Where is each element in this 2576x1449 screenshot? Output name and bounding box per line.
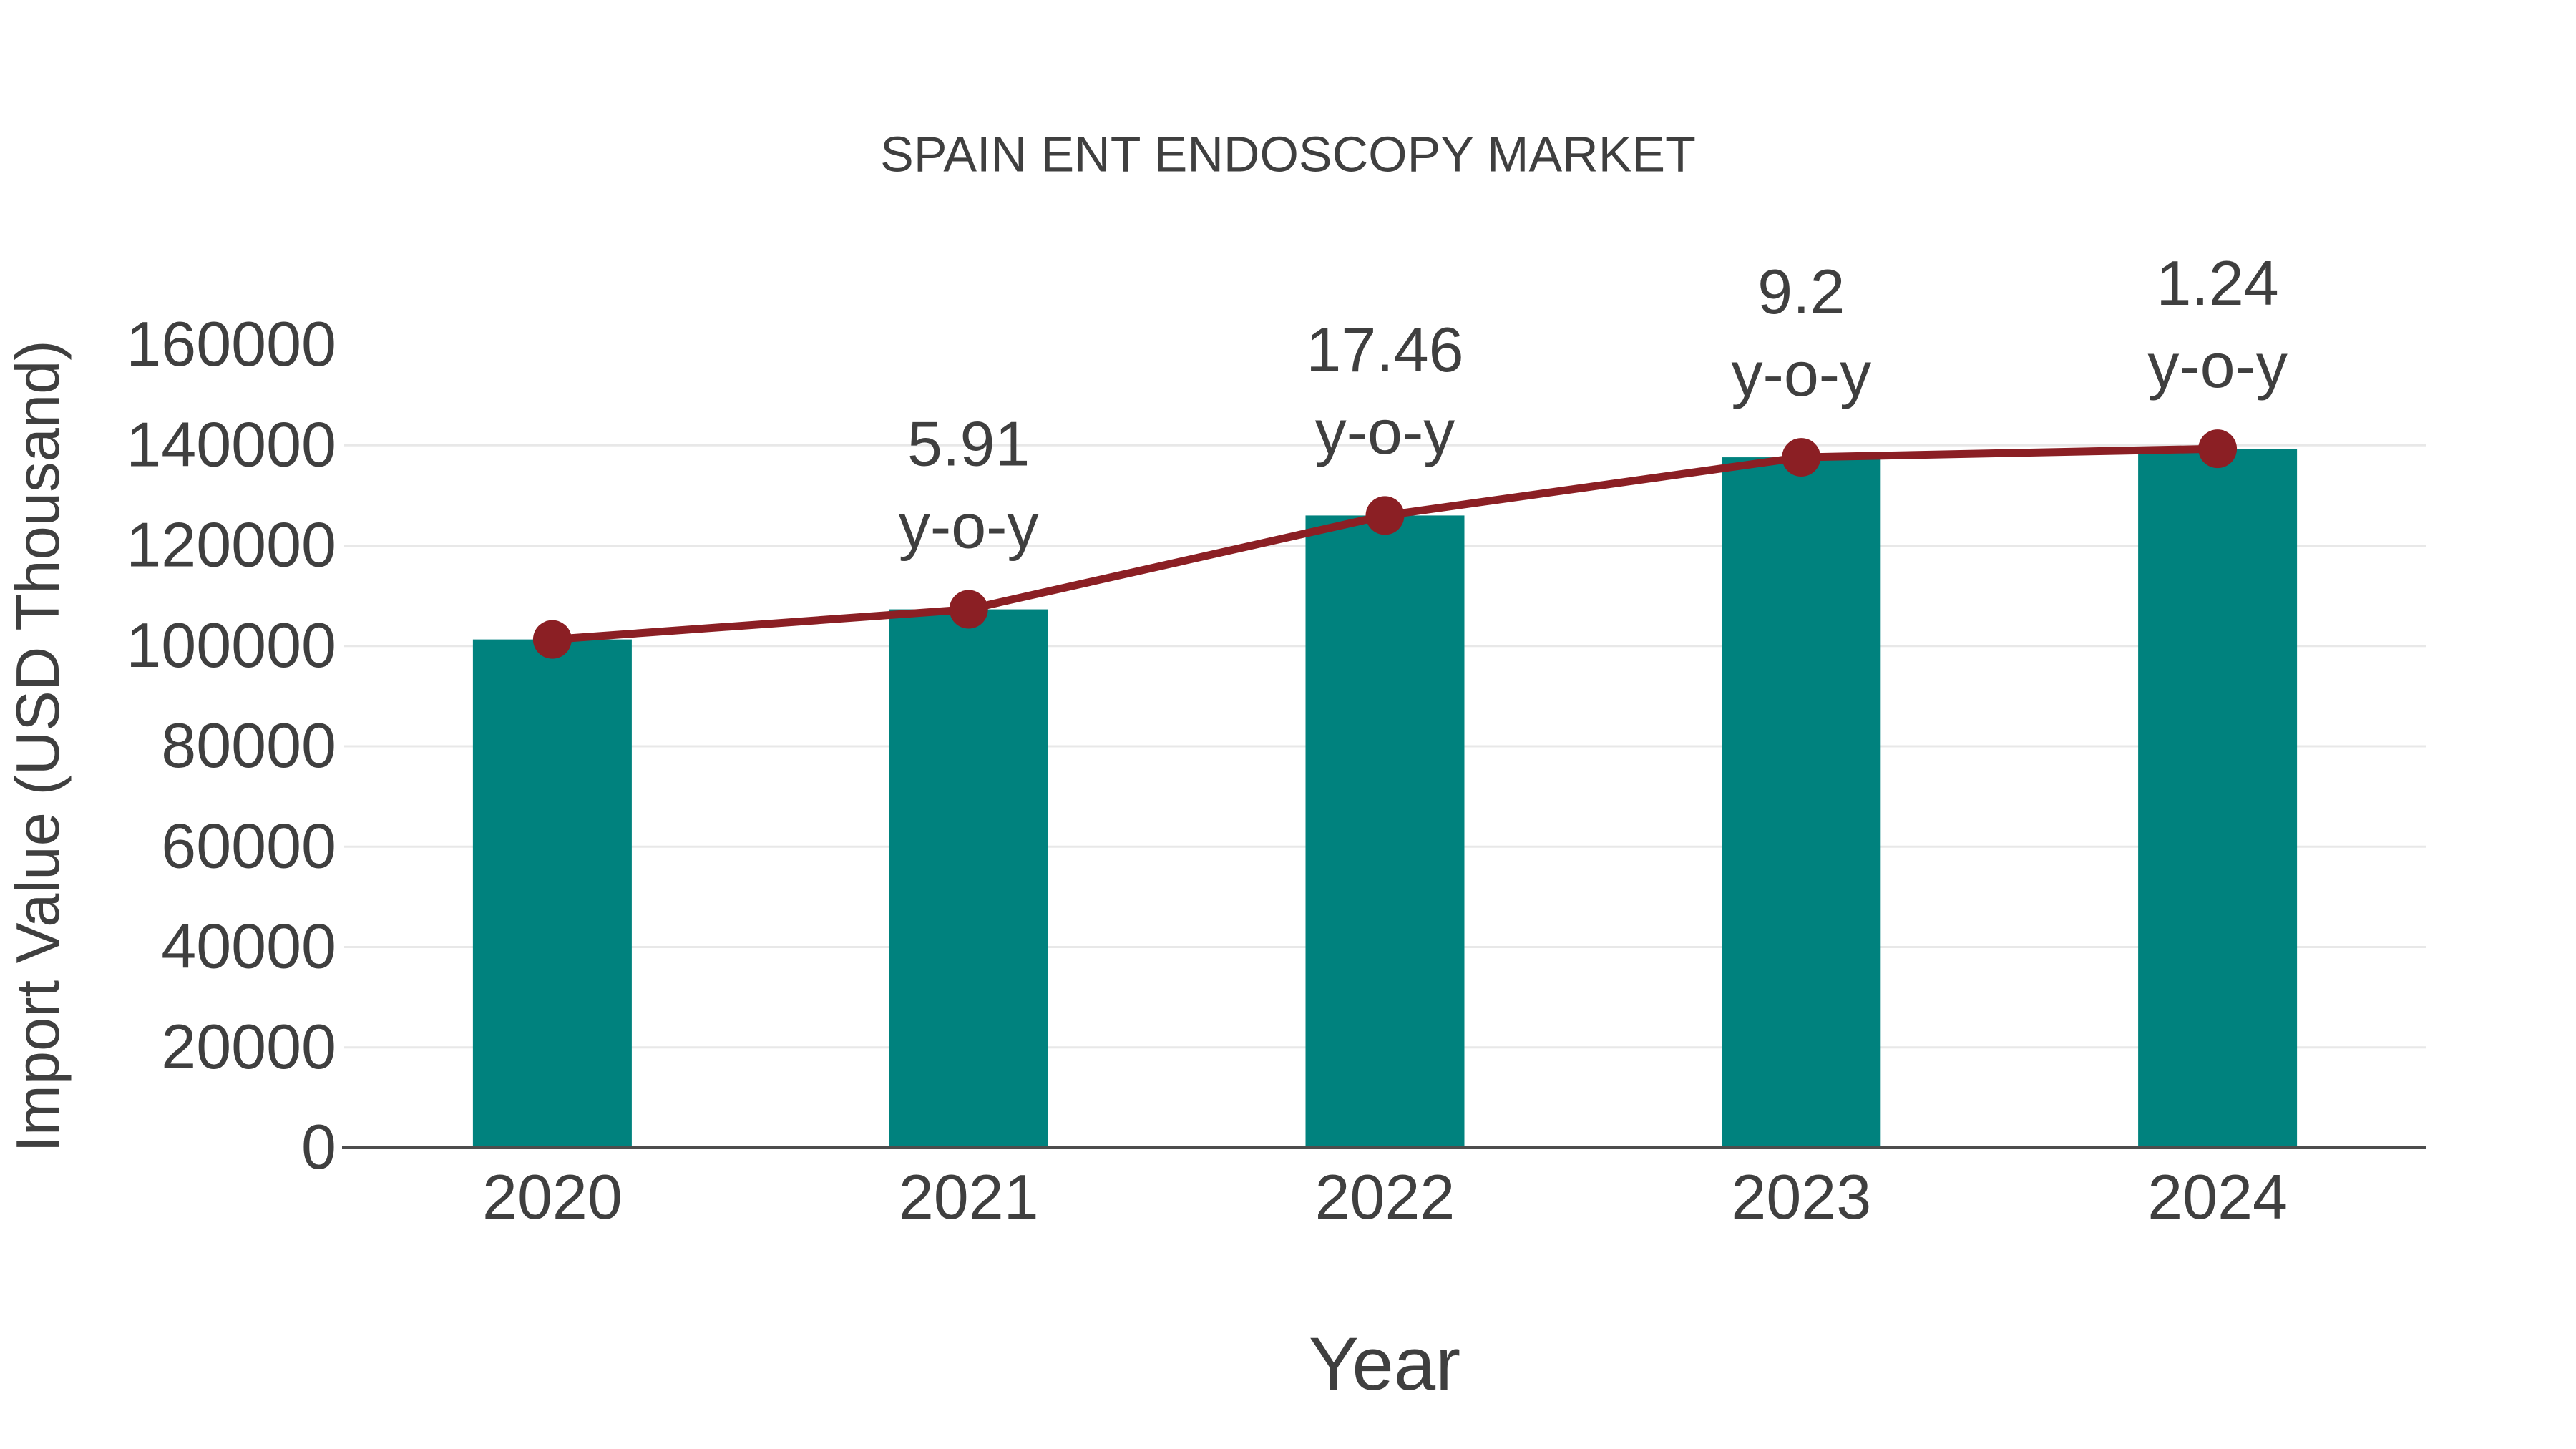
- marker-2021: [949, 590, 988, 629]
- y-tick-100000: 100000: [126, 610, 336, 680]
- y-tick-140000: 140000: [126, 409, 336, 479]
- x-tick-2021: 2021: [899, 1161, 1039, 1232]
- annotation-2022-label: y-o-y: [1315, 396, 1455, 467]
- trend-line-group: [532, 429, 2238, 659]
- y-tick-60000: 60000: [161, 810, 336, 881]
- annotation-2021-value: 5.91: [907, 408, 1030, 479]
- y-tick-120000: 120000: [126, 509, 336, 580]
- marker-2023: [1782, 438, 1821, 477]
- x-tick-2020: 2020: [482, 1161, 623, 1232]
- y-tick-160000: 160000: [126, 308, 336, 379]
- marker-2022: [1365, 496, 1405, 535]
- bar-2020: [472, 639, 632, 1148]
- annotation-2022-value: 17.46: [1306, 314, 1463, 385]
- y-tick-0: 0: [301, 1111, 336, 1182]
- bars-group: [472, 449, 2298, 1148]
- bar-2023: [1722, 457, 1881, 1148]
- x-tick-2024: 2024: [2147, 1161, 2288, 1232]
- y-tick-20000: 20000: [161, 1011, 336, 1082]
- y-tick-80000: 80000: [161, 710, 336, 781]
- x-axis-title: Year: [1309, 1322, 1460, 1406]
- annotations-group: 5.91 y-o-y 17.46 y-o-y 9.2 y-o-y 1.24 y-o-y: [899, 248, 2288, 561]
- x-tick-2023: 2023: [1731, 1161, 1871, 1232]
- annotation-2024-label: y-o-y: [2147, 330, 2288, 401]
- marker-2020: [532, 620, 572, 659]
- chart-title: SPAIN ENT ENDOSCOPY MARKET: [880, 127, 1696, 182]
- annotation-2024-value: 1.24: [2156, 248, 2278, 318]
- y-tick-40000: 40000: [161, 911, 336, 982]
- bar-2021: [889, 609, 1048, 1148]
- marker-2024: [2198, 429, 2238, 469]
- bar-2022: [1305, 515, 1465, 1148]
- tick-labels-group: 0 20000 40000 60000 80000 100000 120000 140000 1…: [126, 308, 2288, 1232]
- annotation-2023-value: 9.2: [1757, 256, 1845, 327]
- bar-2024: [2138, 449, 2298, 1148]
- x-tick-2022: 2022: [1315, 1161, 1455, 1232]
- annotation-2021-label: y-o-y: [899, 490, 1039, 561]
- annotation-2023-label: y-o-y: [1732, 338, 1872, 409]
- y-axis-title: Import Value (USD Thousand): [4, 340, 72, 1152]
